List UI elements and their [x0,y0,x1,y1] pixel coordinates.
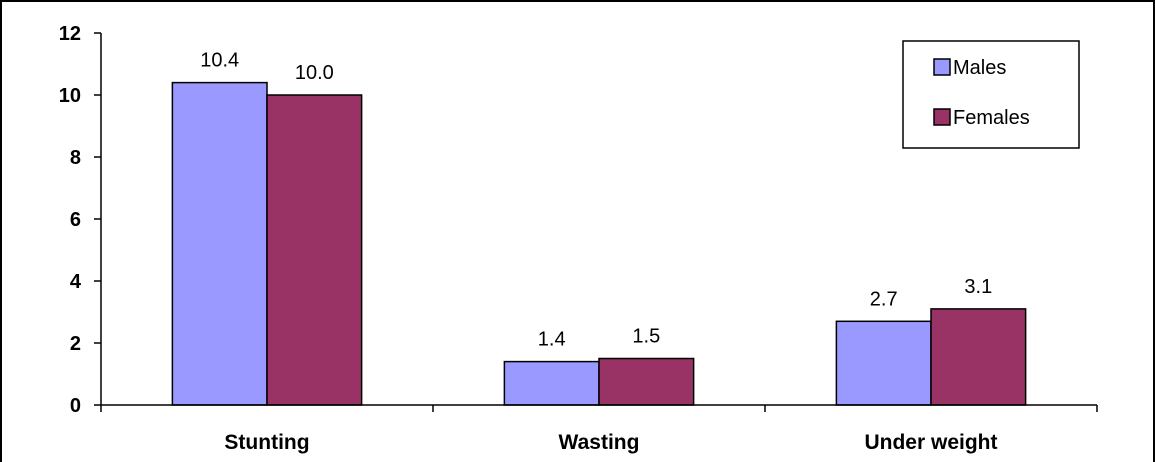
data-label: 1.4 [538,329,566,351]
category-label: Stunting [224,431,309,454]
data-label: 10.4 [200,50,239,72]
y-tick-label: 10 [59,85,81,107]
bar-males-under-weight [835,320,932,406]
category-label: Wasting [559,431,640,454]
legend: Males Females [902,40,1080,149]
y-tick-label: 6 [70,209,81,231]
y-tick-label: 8 [70,147,81,169]
bar-males-wasting [503,360,600,406]
y-tick-label: 12 [59,23,81,45]
bar-females-stunting [266,94,363,406]
data-label: 3.1 [964,276,992,298]
legend-swatch-males [933,58,951,76]
category-label: Under weight [864,431,997,454]
legend-swatch-females [933,108,951,126]
data-label: 1.5 [632,326,660,348]
y-tick-label: 2 [70,333,81,355]
y-tick-label: 4 [70,271,82,293]
legend-box [902,40,1080,149]
data-label: 2.7 [870,288,898,310]
legend-label-females: Females [953,107,1030,129]
bars [171,81,1027,406]
y-axis-ticks: 0 2 4 6 8 10 12 [59,23,101,417]
legend-label-males: Males [953,57,1006,79]
data-labels: 10.4 1.4 2.7 10.0 1.5 3.1 [200,50,992,351]
bar-females-under-weight [930,308,1027,406]
y-tick-label: 0 [70,395,81,417]
x-axis-ticks: Stunting Wasting Under weight [100,405,1098,454]
bar-females-wasting [598,357,695,406]
data-label: 10.0 [295,62,334,84]
axes [100,33,1097,406]
bar-males-stunting [171,81,268,406]
